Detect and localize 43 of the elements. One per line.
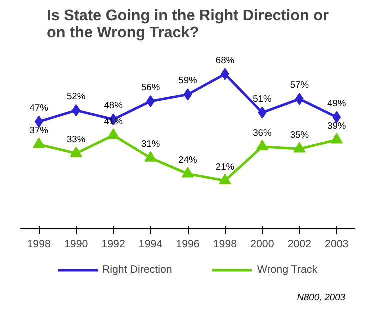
data-label: 48% [104, 100, 123, 111]
x-tick-label: 2003 [325, 238, 349, 250]
x-tick-label: 1996 [176, 238, 200, 250]
data-label: 47% [30, 102, 48, 113]
data-label: 39% [328, 121, 346, 132]
point [256, 140, 268, 151]
data-label: 68% [216, 55, 235, 66]
point [108, 128, 120, 140]
data-label: 52% [67, 92, 86, 102]
point [144, 151, 157, 162]
x-tick-label: 2000 [250, 238, 274, 250]
x-tick-label: 1990 [64, 238, 88, 250]
x-tick-label: 1992 [102, 238, 126, 250]
point [219, 174, 232, 185]
data-label: 31% [141, 139, 160, 150]
data-label: 35% [290, 130, 310, 140]
x-tick-label: 1994 [138, 238, 163, 250]
legend-label: Right Direction [102, 264, 172, 276]
data-label: 56% [141, 82, 160, 92]
x-tick-label: 1998 [213, 238, 238, 250]
text: N800, 2003 [297, 292, 346, 302]
point [182, 167, 194, 178]
data-label: 37% [30, 126, 48, 136]
x-tick-label: 1998 [27, 238, 52, 250]
point [34, 116, 44, 128]
point [70, 146, 82, 158]
point [33, 138, 46, 148]
legend-label: Wrong Track [257, 264, 318, 276]
chart-title: Is State Going in the Right Direction or on the Wrong Track? [47, 8, 329, 42]
data-label: 57% [290, 80, 310, 90]
data-label: 21% [216, 162, 235, 172]
data-label: 36% [253, 128, 272, 138]
point [184, 88, 192, 101]
x-tick-label: 2002 [288, 238, 312, 250]
data-label: 24% [178, 155, 198, 166]
data-label: 59% [178, 76, 198, 86]
point [294, 142, 306, 153]
point [330, 133, 343, 144]
point [332, 111, 342, 124]
data-label: 51% [253, 94, 272, 104]
data-label: 33% [67, 134, 86, 145]
point [258, 106, 267, 119]
data-label: 49% [328, 98, 346, 108]
